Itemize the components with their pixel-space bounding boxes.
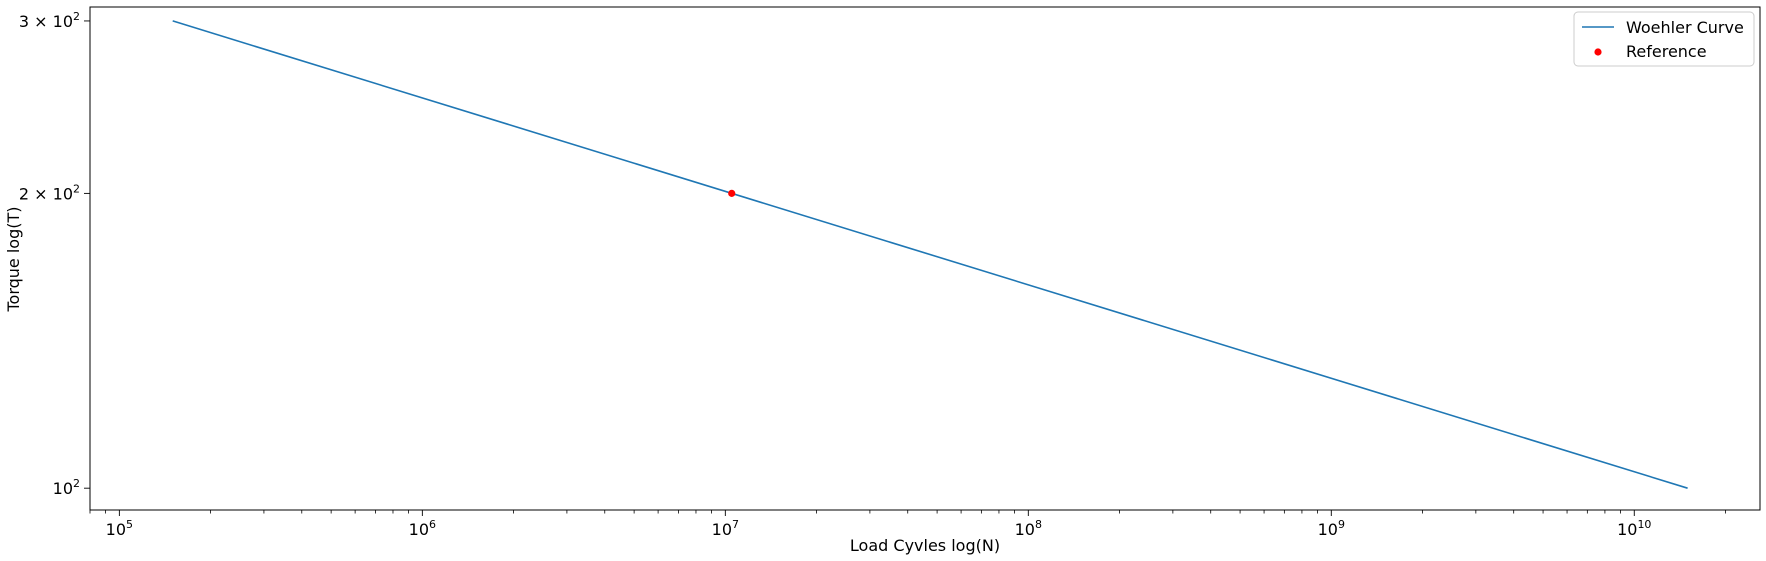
x-axis-label: Load Cyvles log(N) <box>850 536 1000 555</box>
x-tick-label: 108 <box>1015 518 1042 539</box>
y-tick-label: 3 × 102 <box>19 10 80 31</box>
y-axis-label: Torque log(T) <box>4 206 23 312</box>
y-tick-label: 2 × 102 <box>19 182 80 203</box>
y-tick-label: 102 <box>53 477 80 498</box>
legend-label-reference: Reference <box>1626 42 1707 61</box>
legend: Woehler Curve Reference <box>1573 11 1755 67</box>
series-layer <box>172 20 1688 489</box>
plot-frame <box>89 6 1761 511</box>
x-tick-label: 105 <box>106 518 133 539</box>
y-axis-ticks: 102 2 × 102 3 × 102 <box>19 10 90 498</box>
legend-marker-swatch <box>1594 48 1602 56</box>
x-axis-ticks: 105 106 107 108 109 1010 <box>89 510 1726 539</box>
legend-label-woehler: Woehler Curve <box>1626 18 1744 37</box>
x-tick-label: 1010 <box>1617 518 1651 539</box>
x-tick-label: 107 <box>712 518 739 539</box>
woehler-curve-line <box>172 20 1688 489</box>
reference-point <box>728 189 736 197</box>
x-tick-label: 106 <box>409 518 436 539</box>
x-tick-label: 109 <box>1318 518 1345 539</box>
legend-box <box>1573 11 1755 67</box>
